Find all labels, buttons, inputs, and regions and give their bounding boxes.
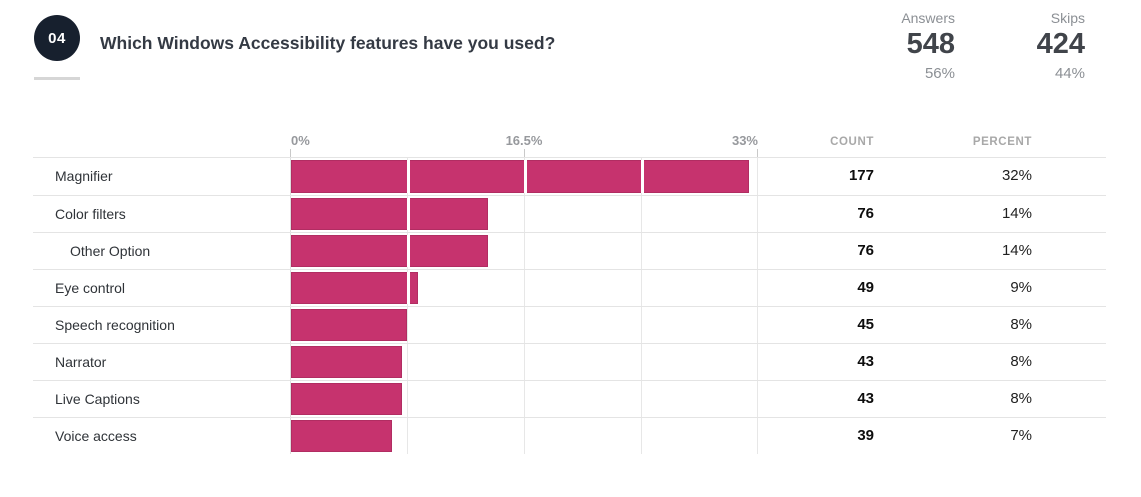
row-plot <box>290 418 758 454</box>
bar <box>291 198 488 230</box>
axis-tick-mark <box>757 149 758 157</box>
row-plot <box>290 307 758 343</box>
table-row: Voice access 39 7% <box>33 417 1106 454</box>
table-row: Magnifier 177 32% <box>33 158 1106 195</box>
bar <box>291 346 403 378</box>
row-label: Magnifier <box>55 168 113 184</box>
axis-tick-label-33: 33% <box>731 133 758 148</box>
axis-tick-mark <box>290 149 291 157</box>
skips-label: Skips <box>1050 10 1085 26</box>
gridline-over-bar <box>523 160 527 193</box>
bar <box>291 235 488 267</box>
row-plot <box>290 344 758 380</box>
bar <box>291 420 392 452</box>
gridline-over-bar <box>406 272 410 304</box>
badge-underline <box>34 77 80 80</box>
label-column-header <box>33 132 290 157</box>
axis-tick-label-16-5: 16.5% <box>505 133 543 148</box>
row-plot <box>290 270 758 306</box>
axis-tick-mark <box>524 149 525 157</box>
percent-value: 9% <box>1010 279 1032 296</box>
row-label: Speech recognition <box>55 317 175 333</box>
question-title: Which Windows Accessibility features hav… <box>100 33 556 53</box>
row-label: Other Option <box>70 243 151 259</box>
row-plot <box>290 196 758 232</box>
count-value: 43 <box>857 390 874 407</box>
question-number: 04 <box>48 29 66 47</box>
table-row: Eye control 49 9% <box>33 269 1106 306</box>
table-row: Color filters 76 14% <box>33 195 1106 232</box>
gridline-over-bar <box>406 198 410 230</box>
answers-label: Answers <box>901 10 955 26</box>
response-stats: Answers 548 56% Skips 424 44% <box>869 10 1085 82</box>
table-row: Other Option 76 14% <box>33 232 1106 269</box>
percent-value: 14% <box>1001 205 1032 222</box>
percent-value: 32% <box>1001 167 1032 184</box>
count-value: 76 <box>857 205 874 222</box>
answers-value: 548 <box>906 28 955 60</box>
x-axis: 0% 16.5% 33% <box>290 132 758 157</box>
table-row: Narrator 43 8% <box>33 343 1106 380</box>
skips-value: 424 <box>1036 28 1085 60</box>
gridline-over-bar <box>406 160 410 193</box>
row-label: Eye control <box>55 280 126 296</box>
skips-percent: 44% <box>1054 65 1085 82</box>
percent-value: 8% <box>1010 353 1032 370</box>
count-value: 49 <box>857 279 874 296</box>
axis-tick-label-0: 0% <box>291 133 310 148</box>
row-label: Voice access <box>55 428 137 444</box>
count-value: 76 <box>857 242 874 259</box>
row-label: Live Captions <box>55 391 140 407</box>
answers-percent: 56% <box>924 65 955 82</box>
count-value: 45 <box>857 316 874 333</box>
row-label: Color filters <box>55 206 126 222</box>
percent-column-header: PERCENT <box>972 136 1032 148</box>
percent-value: 8% <box>1010 390 1032 407</box>
row-plot <box>290 158 758 195</box>
bar <box>291 160 750 193</box>
percent-value: 8% <box>1010 316 1032 333</box>
row-plot <box>290 381 758 417</box>
bar-chart-table: 0% 16.5% 33% COUNT PERCENT Magnifier 177… <box>33 132 1106 454</box>
bar <box>291 272 418 304</box>
question-number-badge: 04 <box>34 15 80 61</box>
gridline-over-bar <box>406 235 410 267</box>
gridline-over-bar <box>640 160 644 193</box>
row-plot <box>290 233 758 269</box>
table-row: Live Captions 43 8% <box>33 380 1106 417</box>
count-column-header: COUNT <box>830 136 874 148</box>
question-header: 04 Which Windows Accessibility features … <box>0 0 1141 100</box>
count-value: 39 <box>857 427 874 444</box>
answers-stat: Answers 548 56% <box>869 10 955 82</box>
bar <box>291 383 403 415</box>
percent-value: 14% <box>1001 242 1032 259</box>
percent-value: 7% <box>1010 427 1032 444</box>
table-row: Speech recognition 45 8% <box>33 306 1106 343</box>
chart-header-row: 0% 16.5% 33% COUNT PERCENT <box>33 132 1106 158</box>
bar <box>291 309 408 341</box>
count-value: 43 <box>857 353 874 370</box>
chart-rows: Magnifier 177 32% Color filters 76 14% O… <box>33 158 1106 454</box>
count-value: 177 <box>848 167 874 184</box>
row-label: Narrator <box>55 354 107 370</box>
skips-stat: Skips 424 44% <box>999 10 1085 82</box>
